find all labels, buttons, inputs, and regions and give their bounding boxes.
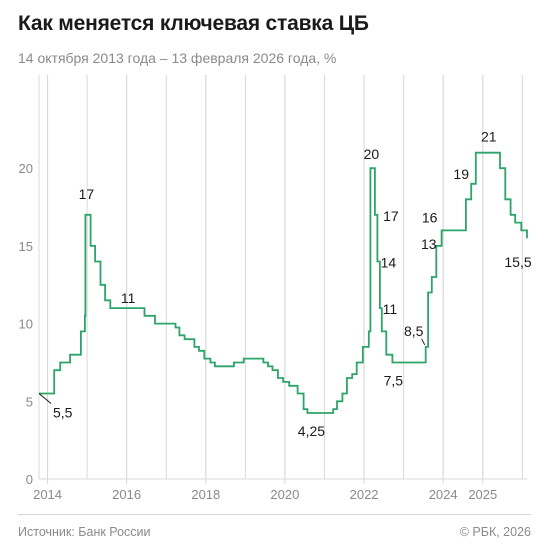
x-tick-label: 2014	[33, 487, 62, 502]
y-tick-label: 15	[19, 239, 33, 254]
data-label: 5,5	[53, 405, 73, 421]
data-label: 17	[79, 186, 95, 202]
y-tick-label: 0	[26, 472, 33, 487]
x-tick-label: 2020	[270, 487, 299, 502]
y-tick-label: 10	[19, 317, 33, 332]
data-label: 15,5	[504, 254, 531, 270]
y-tick-label: 5	[26, 394, 33, 409]
annotation-leader	[421, 338, 426, 346]
y-tick-label: 20	[19, 161, 33, 176]
annotation-leader	[38, 393, 52, 404]
x-tick-label: 2018	[191, 487, 220, 502]
data-label: 7,5	[384, 372, 404, 388]
data-label: 17	[383, 208, 399, 224]
x-tick-label: 2016	[112, 487, 141, 502]
data-label: 14	[381, 254, 397, 270]
x-tick-label: 2025	[468, 487, 497, 502]
x-tick-label: 2024	[429, 487, 458, 502]
data-label: 11	[121, 290, 136, 306]
source-note: Источник: Банк России	[18, 525, 151, 539]
data-label: 19	[453, 166, 469, 182]
rate-series-line	[39, 151, 528, 414]
chart-title: Как меняется ключевая ставка ЦБ	[18, 12, 369, 35]
data-label: 8,5	[404, 323, 424, 339]
x-tick-label: 2022	[350, 487, 379, 502]
data-label: 11	[383, 301, 398, 317]
data-label: 16	[422, 209, 438, 225]
chart-subtitle: 14 октября 2013 года – 13 февраля 2026 г…	[18, 50, 337, 66]
footer-divider	[18, 514, 531, 515]
data-label: 20	[364, 146, 380, 162]
copyright-note: © РБК, 2026	[459, 525, 531, 539]
data-label: 21	[481, 129, 497, 145]
data-label: 4,25	[298, 423, 325, 439]
data-label: 13	[421, 236, 437, 252]
